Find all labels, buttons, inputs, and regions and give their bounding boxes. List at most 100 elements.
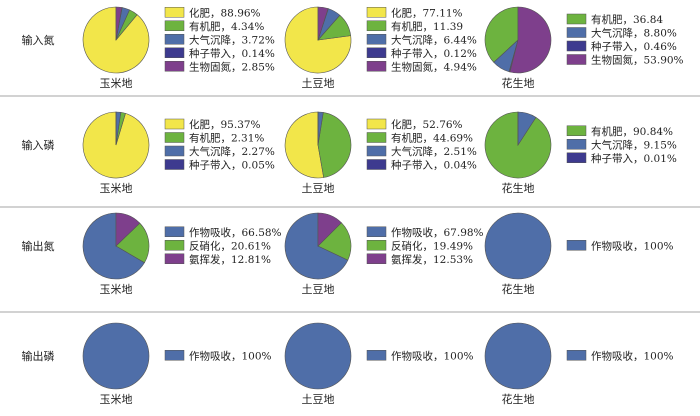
- legend-swatch: [566, 13, 587, 25]
- legend-swatch: [366, 132, 387, 143]
- legend-label: 作物吸收，100%: [591, 349, 674, 362]
- pie-panel: 花生地 有机肥，90.84%大气沉降，9.15%种子带入，0.01%: [484, 111, 677, 195]
- legend-label: 有机肥，90.84%: [591, 125, 673, 138]
- legend-swatch: [164, 226, 185, 237]
- pie-panel: 玉米地 作物吸收，66.58%反硝化，20.61%氨挥发，12.81%: [82, 212, 282, 296]
- legend-label: 生物固氮，2.85%: [189, 60, 275, 73]
- row-label: 输出氮: [22, 239, 55, 253]
- legend-swatch: [566, 350, 587, 361]
- legend-label: 作物吸收，100%: [591, 239, 674, 252]
- row-label: 输入磷: [22, 138, 55, 152]
- pie-panel: 土豆地 作物吸收，67.98%反硝化，19.49%氨挥发，12.53%: [284, 212, 484, 296]
- legend-swatch: [366, 145, 387, 157]
- legend-label: 氨挥发，12.53%: [391, 253, 473, 266]
- pie-title: 土豆地: [302, 283, 335, 296]
- legend-label: 有机肥，36.84: [591, 13, 663, 26]
- pie-title: 土豆地: [302, 182, 335, 195]
- legend-label: 作物吸收，100%: [189, 349, 272, 362]
- legend-swatch: [366, 118, 387, 130]
- legend-swatch: [164, 34, 185, 45]
- pie-panel: 花生地 作物吸收，100%: [484, 322, 674, 406]
- pie-title: 土豆地: [302, 393, 335, 406]
- pie-panel: 土豆地 化肥，52.76%有机肥，44.69%大气沉降，2.51%种子带入，0.0…: [284, 111, 477, 195]
- legend-swatch: [566, 40, 587, 52]
- pie-title: 土豆地: [302, 77, 335, 90]
- legend-swatch: [164, 20, 185, 31]
- pie-slice: [284, 111, 325, 179]
- pie-slice: [484, 6, 519, 63]
- pie-slice: [284, 322, 352, 390]
- legend-swatch: [366, 47, 387, 58]
- pie-slice: [115, 6, 123, 41]
- legend-label: 作物吸收，67.98%: [391, 226, 484, 239]
- legend-label: 反硝化，20.61%: [189, 239, 271, 252]
- legend-swatch: [566, 152, 587, 163]
- pie-title: 花生地: [502, 76, 535, 90]
- pie-title: 玉米地: [100, 77, 133, 90]
- legend-label: 反硝化，19.49%: [391, 239, 473, 252]
- pie-title: 花生地: [502, 181, 535, 195]
- legend-label: 种子带入，0.01%: [591, 152, 677, 165]
- legend-label: 作物吸收，66.58%: [189, 226, 282, 239]
- pie-slice: [317, 222, 352, 261]
- legend-label: 种子带入，0.04%: [391, 159, 477, 172]
- legend-swatch: [366, 159, 387, 170]
- legend-swatch: [566, 240, 587, 251]
- legend-label: 大气沉降，8.80%: [591, 27, 677, 40]
- legend-label: 大气沉降，6.44%: [391, 33, 477, 46]
- legend-label: 大气沉降，2.51%: [391, 145, 477, 158]
- legend-label: 化肥，52.76%: [391, 118, 463, 131]
- legend-swatch: [366, 61, 387, 72]
- legend-swatch: [566, 27, 587, 38]
- legend-swatch: [366, 350, 387, 361]
- legend-swatch: [164, 7, 185, 18]
- legend-swatch: [164, 47, 185, 58]
- legend-swatch: [566, 54, 587, 65]
- legend-label: 化肥，88.96%: [189, 6, 261, 19]
- legend-label: 生物固氮，53.90%: [591, 54, 684, 67]
- legend-label: 大气沉降，3.72%: [189, 33, 275, 46]
- pie-title: 花生地: [502, 392, 535, 406]
- legend-swatch: [566, 125, 587, 136]
- legend-label: 种子带入，0.05%: [189, 159, 275, 172]
- pie-panel: 玉米地 化肥，95.37%有机肥，2.31%大气沉降，2.27%种子带入，0.05…: [82, 111, 275, 195]
- pie-title: 玉米地: [100, 393, 133, 406]
- pie-slice: [284, 212, 349, 280]
- legend-label: 种子带入，0.46%: [591, 40, 677, 53]
- pie-title: 玉米地: [100, 182, 133, 195]
- pie-slice: [317, 6, 329, 41]
- legend-swatch: [566, 139, 587, 150]
- legend-label: 有机肥，11.39: [391, 20, 463, 33]
- legend-label: 有机肥，44.69%: [391, 132, 473, 145]
- legend-swatch: [164, 159, 185, 170]
- legend-swatch: [164, 132, 185, 143]
- pie-slice: [317, 112, 352, 178]
- pie-title: 花生地: [502, 282, 535, 296]
- legend-label: 种子带入，0.12%: [391, 47, 477, 60]
- legend-swatch: [366, 226, 387, 237]
- legend-label: 大气沉降，9.15%: [591, 138, 677, 151]
- row-label: 输出磷: [22, 349, 55, 363]
- legend-label: 种子带入，0.14%: [189, 47, 275, 60]
- pie-slice: [82, 212, 145, 280]
- pie-slice: [484, 212, 552, 280]
- legend-swatch: [164, 240, 185, 251]
- pie-slice: [82, 322, 150, 390]
- pie-panel: 土豆地 化肥，77.11%有机肥，11.39大气沉降，6.44%种子带入，0.12…: [284, 6, 477, 90]
- legend-label: 生物固氮，4.94%: [391, 60, 477, 73]
- legend-swatch: [164, 145, 185, 157]
- legend-swatch: [366, 20, 387, 31]
- legend-label: 作物吸收，100%: [391, 349, 474, 362]
- pie-panel: 玉米地 化肥，88.96%有机肥，4.34%大气沉降，3.72%种子带入，0.14…: [82, 6, 275, 90]
- legend-label: 大气沉降，2.27%: [189, 145, 275, 158]
- legend-swatch: [164, 253, 185, 264]
- pie-slice: [115, 222, 150, 264]
- legend-swatch: [366, 7, 387, 18]
- legend-label: 有机肥，4.34%: [189, 20, 264, 33]
- legend-label: 化肥，77.11%: [391, 6, 463, 19]
- pie-panel: 花生地 有机肥，36.84大气沉降，8.80%种子带入，0.46%生物固氮，53.…: [484, 6, 684, 90]
- legend-label: 有机肥，2.31%: [189, 132, 264, 145]
- legend-swatch: [164, 61, 185, 72]
- legend-label: 化肥，95.37%: [189, 118, 261, 131]
- legend-swatch: [366, 240, 387, 251]
